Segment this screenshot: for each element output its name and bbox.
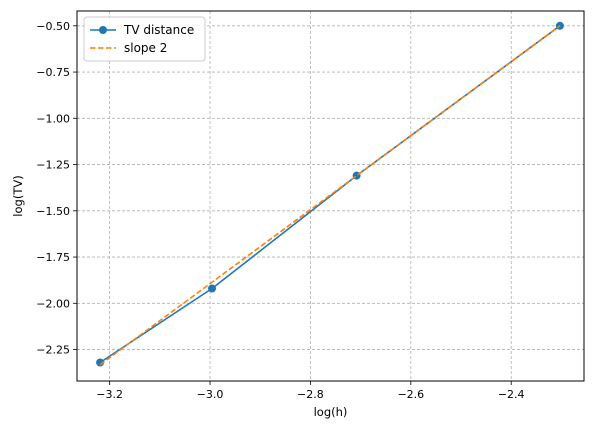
y-tick-label: −2.00 [36, 297, 70, 310]
x-tick-label: −3.2 [96, 388, 123, 401]
legend-entry-label: slope 2 [124, 41, 167, 55]
grid [77, 11, 584, 381]
y-tick-label: −0.75 [36, 66, 70, 79]
series-point-0 [96, 358, 105, 367]
y-tick-label: −0.50 [36, 20, 70, 33]
x-axis-ticks: −3.2 −3.0 −2.8 −2.6 −2.4 [96, 381, 525, 401]
legend: TV distance slope 2 [83, 16, 206, 62]
x-tick-label: −3.0 [197, 388, 224, 401]
plot-area-frame [76, 10, 585, 382]
series-line-1 [99, 25, 561, 366]
x-axis-label: log(h) [314, 405, 348, 419]
y-tick-label: −1.25 [36, 159, 70, 172]
legend-box [83, 16, 206, 62]
y-tick-label: −2.25 [36, 344, 70, 357]
y-tick-label: −1.50 [36, 205, 70, 218]
legend-entry-label: TV distance [123, 23, 194, 37]
legend-swatch-marker [99, 26, 107, 34]
series-layer [96, 21, 564, 367]
y-axis-label: log(TV) [11, 175, 25, 216]
x-tick-label: −2.8 [297, 388, 324, 401]
y-axis-ticks: −2.25 −2.00 −1.75 −1.50 −1.25 −1.00 −0.75 −0.50 [36, 20, 77, 357]
y-tick-label: −1.00 [36, 112, 70, 125]
x-tick-label: −2.4 [498, 388, 525, 401]
series-point-0 [208, 284, 217, 293]
y-tick-label: −1.75 [36, 251, 70, 264]
x-tick-label: −2.6 [397, 388, 424, 401]
